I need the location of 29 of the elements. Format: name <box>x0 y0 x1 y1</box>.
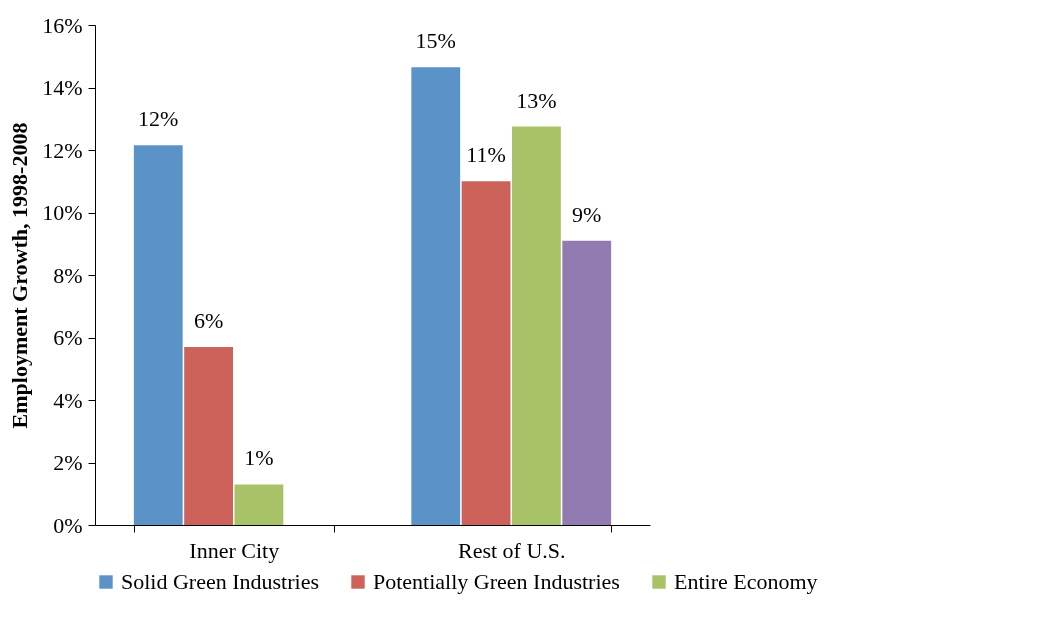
y-tick-label: 2% <box>53 450 83 475</box>
y-tick-label: 10% <box>42 200 83 225</box>
data-label: 6% <box>193 307 224 333</box>
y-tick-label: 12% <box>42 137 83 163</box>
y-tick-label: 16% <box>42 12 83 38</box>
y-tick-label: 0% <box>53 512 83 538</box>
legend-label: Potentially Green Industries <box>373 569 620 594</box>
data-label: 12% <box>138 106 179 132</box>
x-tick-label: Inner City <box>189 537 280 563</box>
y-axis-title: Employment Growth, 1998-2008 <box>7 122 33 429</box>
bar <box>184 346 233 525</box>
data-label: 15% <box>415 28 456 54</box>
data-label: 9% <box>572 201 602 227</box>
bar <box>234 484 284 525</box>
legend-label: Entire Economy <box>674 569 818 594</box>
bar <box>461 181 511 525</box>
bar <box>133 145 183 525</box>
data-label: 1% <box>244 445 274 471</box>
data-label: 11% <box>466 142 506 168</box>
legend-label: Solid Green Industries <box>121 569 319 594</box>
x-tick-label: Rest of U.S. <box>457 537 566 563</box>
y-tick-label: 4% <box>53 387 83 413</box>
y-tick-label: 6% <box>53 325 83 350</box>
bar <box>562 240 612 525</box>
data-label: 13% <box>516 87 557 113</box>
bar <box>411 67 461 525</box>
y-tick-label: 8% <box>53 262 83 288</box>
bar <box>512 126 561 525</box>
y-tick-label: 14% <box>42 75 83 100</box>
